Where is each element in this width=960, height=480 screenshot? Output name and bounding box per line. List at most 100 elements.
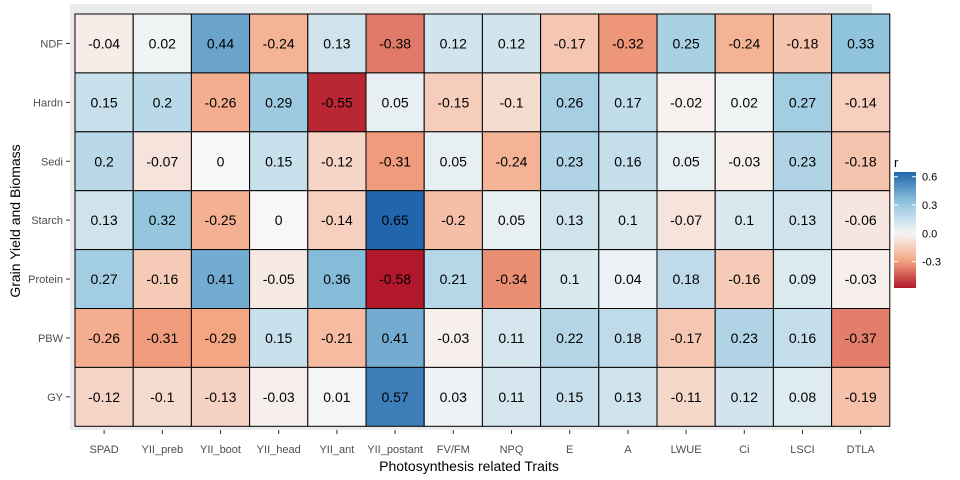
cell-value-label: -0.03 (263, 389, 295, 405)
heatmap-cell (423, 308, 483, 368)
cell-value-label: 0.09 (789, 271, 816, 287)
y-tick-label: PBW (38, 333, 64, 345)
heatmap-cell (540, 72, 600, 133)
cell-value-label: 0.41 (207, 271, 234, 287)
heatmap-cell (598, 190, 658, 251)
cell-value-label: 0.01 (323, 389, 350, 405)
heatmap-cell (74, 72, 134, 133)
cell-value-label: -0.24 (496, 153, 528, 169)
heatmap-cell (598, 366, 658, 427)
cell-value-label: 0.36 (323, 271, 350, 287)
cell-value-label: 0.13 (90, 212, 117, 228)
cell-value-label: -0.07 (146, 153, 178, 169)
heatmap-cell (540, 308, 600, 368)
x-tick-label: YII_ant (319, 444, 354, 456)
cell-value-label: -0.24 (263, 35, 295, 51)
cell-value-label: 0.16 (789, 330, 816, 346)
heatmap-cells (74, 13, 891, 427)
heatmap-cell (772, 13, 833, 74)
cell-value-labels: -0.04 0.02 0.44 -0.24 0.13 -0.38 0.12 0.12 -0.17… (88, 35, 877, 404)
y-axis-title: Grain Yield and Biomass (7, 144, 23, 297)
y-tick-label: Protein (28, 274, 63, 286)
y-tick-label: Starch (31, 215, 63, 227)
cell-value-label: -0.17 (554, 35, 586, 51)
heatmap-cell (132, 366, 192, 427)
x-tick-label: E (566, 444, 573, 456)
cell-value-label: 0.13 (789, 212, 816, 228)
cell-value-label: 0.11 (498, 389, 524, 405)
cell-value-label: 0.13 (614, 389, 641, 405)
cell-value-label: 0.17 (614, 94, 641, 110)
y-tick-label: Sedi (41, 156, 63, 168)
cell-value-label: 0.2 (94, 153, 114, 169)
legend-ticks: 0.6 0.3 0.0 -0.3 (894, 172, 941, 269)
x-tick-label: LSCI (790, 444, 814, 456)
cell-value-label: 0.44 (207, 35, 234, 51)
heatmap-cell (74, 13, 134, 74)
heatmap-cell (365, 366, 425, 427)
cell-value-label: -0.03 (437, 330, 469, 346)
cell-value-label: 0.41 (381, 330, 408, 346)
heatmap-cell (481, 249, 542, 310)
cell-value-label: -0.24 (728, 35, 760, 51)
x-tick-label: YII_preb (142, 444, 184, 456)
heatmap-cell (540, 13, 600, 74)
heatmap-cell (656, 249, 716, 310)
cell-value-label: -0.17 (670, 330, 702, 346)
cell-value-label: 0.02 (149, 35, 176, 51)
heatmap-cell (132, 72, 192, 133)
x-tick-label: SPAD (90, 444, 119, 456)
heatmap-cell (831, 13, 891, 74)
cell-value-label: 0 (275, 212, 283, 228)
x-tick-label: YII_postant (367, 444, 423, 456)
cell-value-label: 0.12 (440, 35, 467, 51)
cell-value-label: -0.14 (321, 212, 353, 228)
heatmap-cell (714, 190, 774, 251)
cell-value-label: -0.16 (146, 271, 178, 287)
cell-value-label: 0.18 (614, 330, 641, 346)
cell-value-label: 0.05 (440, 153, 467, 169)
cell-value-label: -0.13 (205, 389, 237, 405)
cell-value-label: -0.19 (845, 389, 877, 405)
heatmap-cell (249, 249, 309, 310)
heatmap-cell (481, 366, 542, 427)
heatmap-cell (132, 308, 192, 368)
heatmap-cell (714, 13, 774, 74)
cell-value-label: -0.11 (671, 389, 702, 405)
cell-value-label: -0.03 (728, 153, 760, 169)
cell-value-label: -0.1 (499, 94, 523, 110)
cell-value-label: 0.13 (556, 212, 583, 228)
heatmap-cell (365, 72, 425, 133)
cell-value-label: -0.04 (88, 35, 120, 51)
heatmap-cell (249, 72, 309, 133)
cell-value-label: 0.26 (556, 94, 583, 110)
legend-tick-label: 0.6 (922, 172, 937, 184)
heatmap-cell (481, 72, 542, 133)
heatmap-cell (540, 190, 600, 251)
cell-value-label: -0.21 (321, 330, 353, 346)
heatmap-cell (190, 13, 251, 74)
cell-value-label: -0.03 (845, 271, 877, 287)
cell-value-label: -0.2 (441, 212, 465, 228)
heatmap-cell (540, 366, 600, 427)
cell-value-label: 0.03 (440, 389, 467, 405)
heatmap-cell (423, 72, 483, 133)
heatmap-cell (481, 308, 542, 368)
cell-value-label: -0.06 (845, 212, 877, 228)
cell-value-label: 0.2 (153, 94, 173, 110)
y-tick-label: Hardn (33, 97, 63, 109)
heatmap-cell (598, 13, 658, 74)
heatmap-cell (481, 190, 542, 251)
heatmap-cell (132, 131, 192, 192)
cell-value-label: 0.16 (614, 153, 641, 169)
cell-value-label: 0.22 (556, 330, 583, 346)
cell-value-label: 0 (217, 153, 225, 169)
heatmap-cell (656, 308, 716, 368)
cell-value-label: 0.29 (265, 94, 292, 110)
x-tick-label: LWUE (671, 444, 702, 456)
x-tick-label: YII_boot (200, 444, 241, 456)
heatmap-cell (249, 190, 309, 251)
cell-value-label: 0.1 (735, 212, 755, 228)
cell-value-label: -0.32 (612, 35, 644, 51)
cell-value-label: -0.1 (150, 389, 174, 405)
